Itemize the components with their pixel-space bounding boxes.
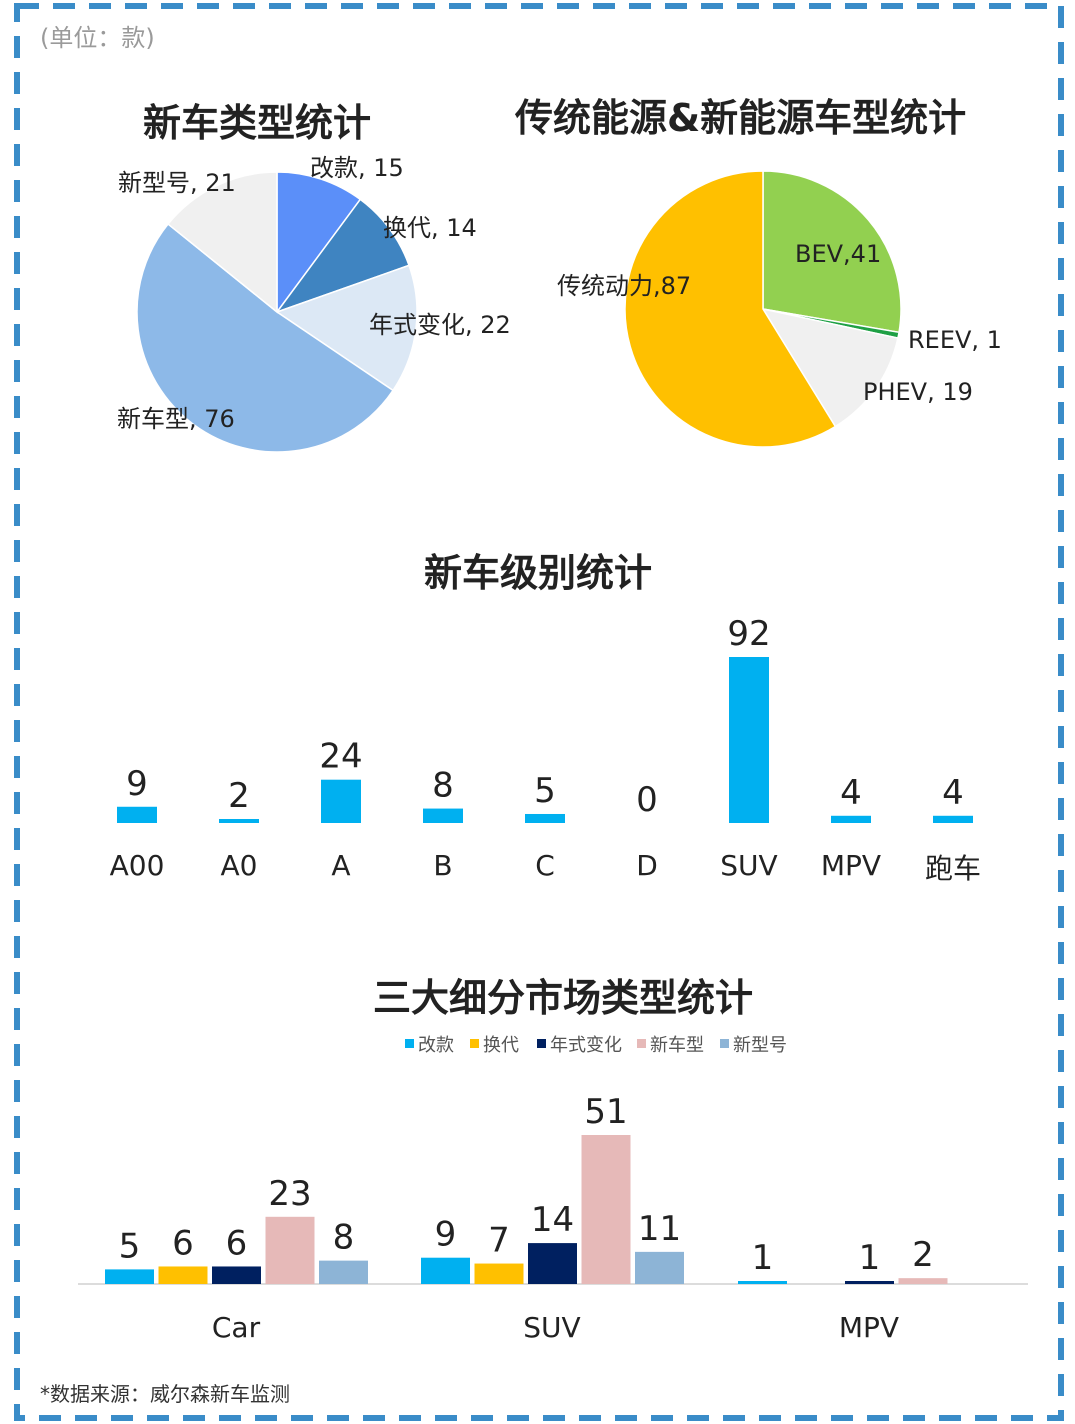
pie1-label-换代: 换代, 14 [383,214,477,242]
bar2-bar-SUV-新型号 [635,1251,684,1284]
bar2-value-SUV-新型号: 11 [638,1209,681,1249]
pie1-slice-换代 [274,198,410,314]
pie2-slice-传统动力 [624,170,837,448]
bar2-value-Car-换代: 6 [172,1223,194,1263]
bar2-value-SUV-新车型: 51 [584,1092,627,1132]
pie1-label-年式变化: 年式变化, 22 [369,311,511,339]
bar2-value-Car-新型号: 8 [333,1218,355,1258]
pie2-label-传统动力: 传统动力,87 [557,272,691,300]
bar2-bar-Car-年式变化 [212,1266,261,1284]
pie1-slice-新型号 [167,171,278,314]
pie1-label-新车型: 新车型, 76 [117,405,235,433]
bar1-bar-C [525,813,565,823]
bar2-legend-swatch-新车型 [637,1039,646,1048]
pie2-slice-BEV [762,170,902,334]
bar2-legend-新车型: 新车型 [650,1035,704,1056]
bar2-bar-SUV-新车型 [581,1135,631,1284]
bar1-category-A00: A00 [110,849,165,882]
pie2-label-BEV: BEV,41 [795,240,881,268]
bar1-bar-A [321,779,361,823]
bar2-value-MPV-改款: 1 [752,1238,774,1278]
bar1-value-C: 5 [534,771,556,811]
bar2-legend-新型号: 新型号 [733,1035,787,1056]
bar2-title: 三大细分市场类型统计 [373,976,754,1020]
bar1-value-MPV: 4 [840,773,862,813]
bar2-value-Car-新车型: 23 [268,1174,311,1214]
bar1-category-SUV: SUV [720,849,777,882]
pie1-slice-改款 [276,171,362,315]
pie2-label-REEV: REEV, 1 [908,326,1002,354]
bar2-legend-改款: 改款 [418,1035,454,1056]
bar2-bar-SUV-换代 [474,1263,524,1284]
bar1-value-A00: 9 [126,764,148,804]
bar2-bar-Car-换代 [158,1266,208,1284]
bar2-bar-MPV-改款 [738,1281,787,1284]
bar2-legend-年式变化: 年式变化 [550,1035,622,1056]
bar1-bar-A0 [219,819,259,823]
bar1-category-A: A [331,849,350,882]
bar2-bar-MPV-年式变化 [845,1281,894,1284]
bar2-legend-swatch-新型号 [720,1039,729,1048]
pie1-title: 新车类型统计 [143,101,372,145]
bar1-bar-B [423,808,463,823]
bar2-bar-Car-新型号 [319,1260,368,1284]
bar1-category-MPV: MPV [821,849,881,882]
bar1-bar-SUV [729,657,769,823]
bar1-value-D: 0 [636,780,658,820]
bar1-bar-跑车 [933,815,973,823]
bar2-value-Car-改款: 5 [119,1226,141,1266]
bar2-value-SUV-年式变化: 14 [531,1200,574,1240]
bar2-value-MPV-新车型: 2 [912,1235,934,1275]
bar2-value-MPV-年式变化: 1 [859,1238,881,1278]
bar2-legend-swatch-换代 [470,1039,479,1048]
pie1-slice-新车型 [136,222,395,453]
bar2-legend-换代: 换代 [483,1035,519,1056]
bar2-value-SUV-改款: 9 [435,1215,457,1255]
bar2-category-Car: Car [212,1311,261,1344]
pie1-label-新型号: 新型号, 21 [118,169,236,197]
bar2-bar-SUV-年式变化 [528,1243,577,1284]
bar2-category-SUV: SUV [523,1311,580,1344]
bar2-bar-SUV-改款 [421,1257,470,1284]
pie1-slice-年式变化 [275,264,418,392]
bar1-category-跑车: 跑车 [925,852,981,885]
bar2-legend-swatch-年式变化 [537,1039,546,1048]
pie2-slice-PHEV [761,307,899,428]
bar1-category-C: C [535,849,555,882]
bar2-bar-Car-改款 [105,1269,154,1284]
bar2-bar-Car-新车型 [265,1216,315,1284]
bar2-value-SUV-换代: 7 [488,1221,510,1261]
bar1-value-A: 24 [319,737,362,777]
pie2-label-PHEV: PHEV, 19 [863,378,973,406]
bar1-category-D: D [636,849,658,882]
unit-label: (单位：款) [40,24,155,52]
bar1-bar-MPV [831,815,871,823]
pie2-title: 传统能源&新能源车型统计 [515,96,967,140]
bar2-legend-swatch-改款 [405,1039,414,1048]
bar2-category-MPV: MPV [839,1311,899,1344]
bar1-category-A0: A0 [221,849,258,882]
bar1-value-A0: 2 [228,776,250,816]
footnote: *数据来源：威尔森新车监测 [40,1382,290,1406]
bar1-value-跑车: 4 [942,773,964,813]
bar1-value-B: 8 [432,766,454,806]
bar2-value-Car-年式变化: 6 [226,1223,248,1263]
bar1-bar-A00 [117,806,157,823]
bar2-bar-MPV-新车型 [898,1278,948,1284]
bar1-value-SUV: 92 [727,614,770,654]
bar1-category-B: B [433,849,452,882]
bar1-title: 新车级别统计 [424,551,653,595]
pie1-label-改款: 改款, 15 [310,154,404,182]
